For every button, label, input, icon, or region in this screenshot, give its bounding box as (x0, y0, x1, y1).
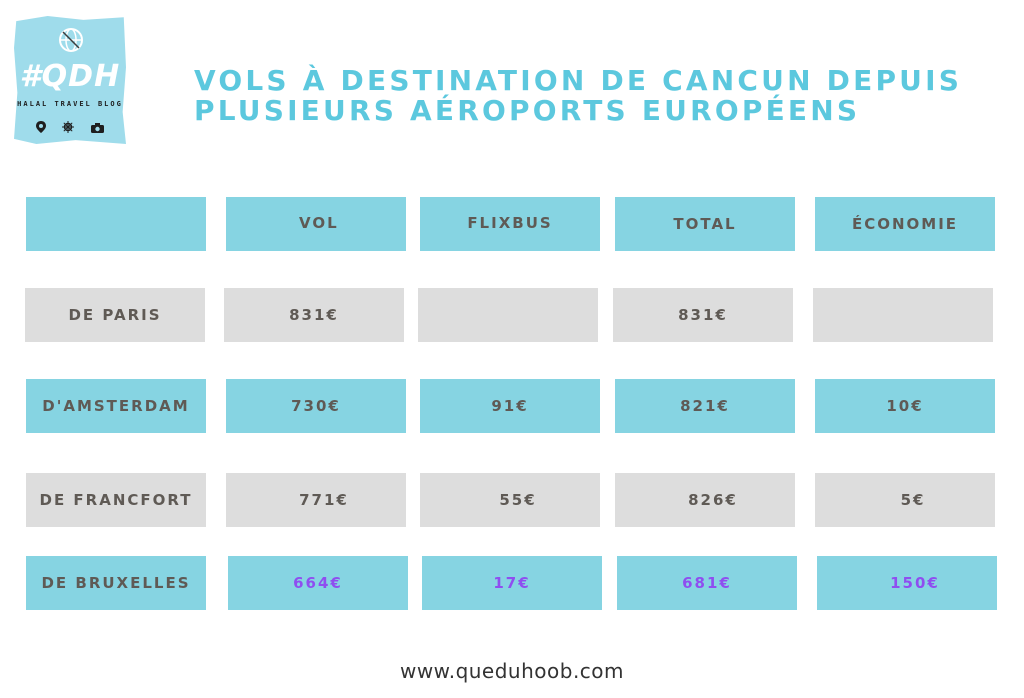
row-amsterdam-total: 821€ (615, 379, 795, 433)
row-francfort-total: 826€ (615, 473, 795, 527)
row-paris-economie (813, 288, 993, 342)
ship-wheel-icon (62, 118, 75, 137)
row-bruxelles-total: 681€ (617, 556, 797, 610)
row-bruxelles-label: DE BRUXELLES (26, 556, 206, 610)
row-amsterdam-flixbus: 91€ (420, 379, 600, 433)
map-pin-icon (36, 118, 47, 137)
camera-icon (90, 118, 104, 137)
footer-url: www.queduhoob.com (399, 659, 625, 683)
row-bruxelles-economie: 150€ (817, 556, 997, 610)
logo-brand: #QDH (19, 59, 121, 94)
row-francfort-label: DE FRANCFORT (26, 473, 206, 527)
logo-icons (14, 118, 126, 137)
row-bruxelles-flixbus: 17€ (422, 556, 602, 610)
globe-icon (59, 28, 83, 52)
row-paris-flixbus (418, 288, 598, 342)
page-title: VOLS À DESTINATION DE CANCUN DEPUIS PLUS… (194, 66, 994, 126)
header-cell-vol: VOL (226, 197, 406, 251)
row-bruxelles-vol: 664€ (228, 556, 408, 610)
row-francfort-vol: 771€ (226, 473, 406, 527)
row-paris-total: 831€ (613, 288, 793, 342)
row-paris-vol: 831€ (224, 288, 404, 342)
logo-tagline: HALAL TRAVEL BLOG (17, 100, 123, 108)
header-cell-empty (26, 197, 206, 251)
row-amsterdam-vol: 730€ (226, 379, 406, 433)
row-francfort-flixbus: 55€ (420, 473, 600, 527)
site-logo: #QDH HALAL TRAVEL BLOG (14, 16, 126, 144)
title-line-1: VOLS À DESTINATION DE CANCUN DEPUIS (194, 64, 963, 97)
header-cell-total: TOTAL (615, 197, 795, 251)
header-cell-economie: ÉCONOMIE (815, 197, 995, 251)
title-line-2: PLUSIEURS AÉROPORTS EUROPÉENS (194, 94, 861, 127)
row-amsterdam-economie: 10€ (815, 379, 995, 433)
row-paris-label: DE PARIS (25, 288, 205, 342)
row-francfort-economie: 5€ (815, 473, 995, 527)
row-amsterdam-label: D'AMSTERDAM (26, 379, 206, 433)
header-cell-flixbus: FLIXBUS (420, 197, 600, 251)
